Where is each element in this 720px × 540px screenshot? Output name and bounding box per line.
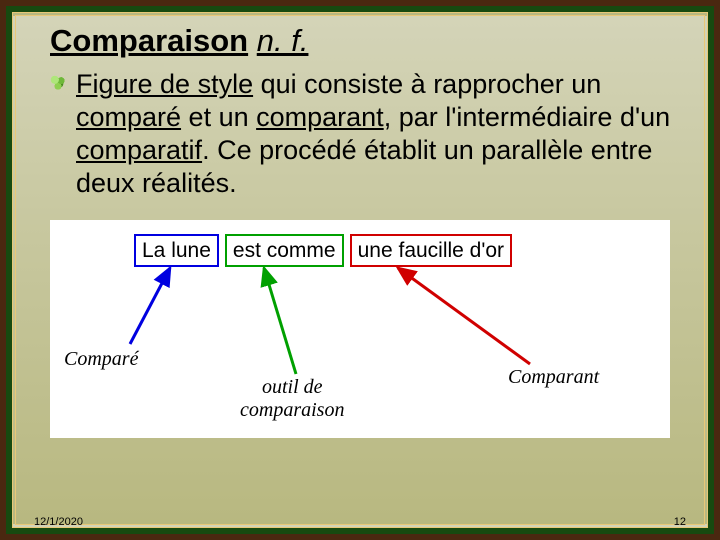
def-p6: , par l'intermédiaire d'un xyxy=(384,102,670,132)
label-compare: Comparé xyxy=(64,348,138,371)
arrow-red xyxy=(380,262,540,370)
def-p1: Figure de style xyxy=(76,69,253,99)
title-pos: n. f. xyxy=(257,23,309,58)
footer-page: 12 xyxy=(674,516,686,528)
footer-date: 12/1/2020 xyxy=(34,516,83,528)
label-outil: outil de comparaison xyxy=(240,376,344,422)
example-diagram: La lune est comme une faucille d'or Comp… xyxy=(50,220,670,438)
def-p4: et un xyxy=(181,102,256,132)
def-p2: qui consiste à rapprocher un xyxy=(253,69,601,99)
definition-row: Figure de style qui consiste à rapproche… xyxy=(50,68,686,200)
slide-title: Comparaison n. f. xyxy=(50,24,686,58)
label-comparant: Comparant xyxy=(508,366,599,389)
slide-body: Comparaison n. f. Figure de style qui co… xyxy=(12,12,708,528)
def-p7: comparatif xyxy=(76,135,202,165)
slide-frame: Comparaison n. f. Figure de style qui co… xyxy=(0,0,720,540)
title-word: Comparaison xyxy=(50,23,248,58)
definition-text: Figure de style qui consiste à rapproche… xyxy=(76,68,686,200)
def-p5: comparant xyxy=(256,102,384,132)
bullet-icon xyxy=(50,75,66,91)
def-p3: comparé xyxy=(76,102,181,132)
arrow-green xyxy=(246,262,316,380)
arrow-blue xyxy=(118,262,188,350)
